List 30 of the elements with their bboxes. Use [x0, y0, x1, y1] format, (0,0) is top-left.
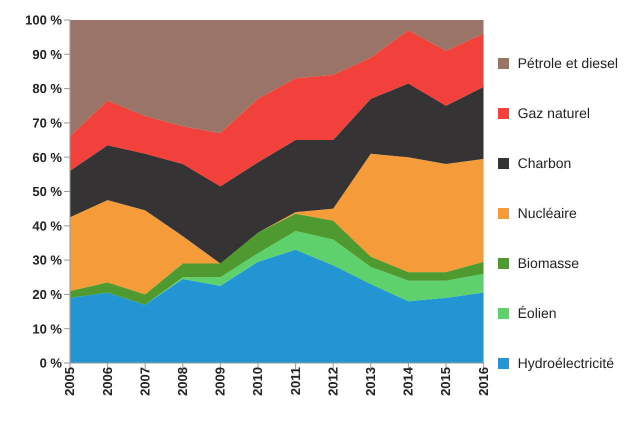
- y-tick-label: 100 %: [25, 12, 62, 28]
- y-tick-label: 90 %: [32, 46, 62, 62]
- x-tick-label: 2005: [62, 367, 78, 396]
- y-tick-label: 40 %: [32, 218, 62, 234]
- y-tick-label: 80 %: [32, 81, 62, 96]
- x-tick-label: 2015: [438, 367, 454, 396]
- x-tick-label: 2014: [400, 366, 416, 396]
- legend-label: Gaz naturel: [518, 105, 590, 121]
- legend-label: Éolien: [518, 305, 557, 321]
- x-tick-label: 2010: [250, 367, 266, 396]
- y-tick-label: 20 %: [32, 287, 62, 302]
- legend-label: Charbon: [518, 155, 572, 171]
- legend-label: Biomasse: [518, 255, 580, 271]
- y-tick-label: 30 %: [32, 252, 62, 268]
- x-tick-label: 2016: [476, 367, 491, 396]
- x-tick-label: 2013: [363, 367, 378, 396]
- y-tick-label: 50 %: [32, 184, 62, 200]
- x-tick-label: 2011: [288, 367, 303, 396]
- x-tick-label: 2007: [137, 367, 152, 396]
- legend-label: Pétrole et diesel: [518, 55, 618, 71]
- y-tick-label: 10 %: [32, 321, 62, 336]
- y-tick-label: 0 %: [40, 356, 62, 371]
- legend-label: Nucléaire: [518, 205, 577, 221]
- x-tick-label: 2009: [212, 367, 228, 396]
- x-tick-label: 2008: [175, 367, 190, 396]
- x-tick-label: 2012: [325, 367, 340, 396]
- legend-label: Hydroélectricité: [518, 355, 614, 371]
- x-tick-label: 2006: [100, 367, 115, 396]
- y-tick-label: 60 %: [32, 150, 62, 165]
- y-tick-label: 70 %: [32, 116, 62, 131]
